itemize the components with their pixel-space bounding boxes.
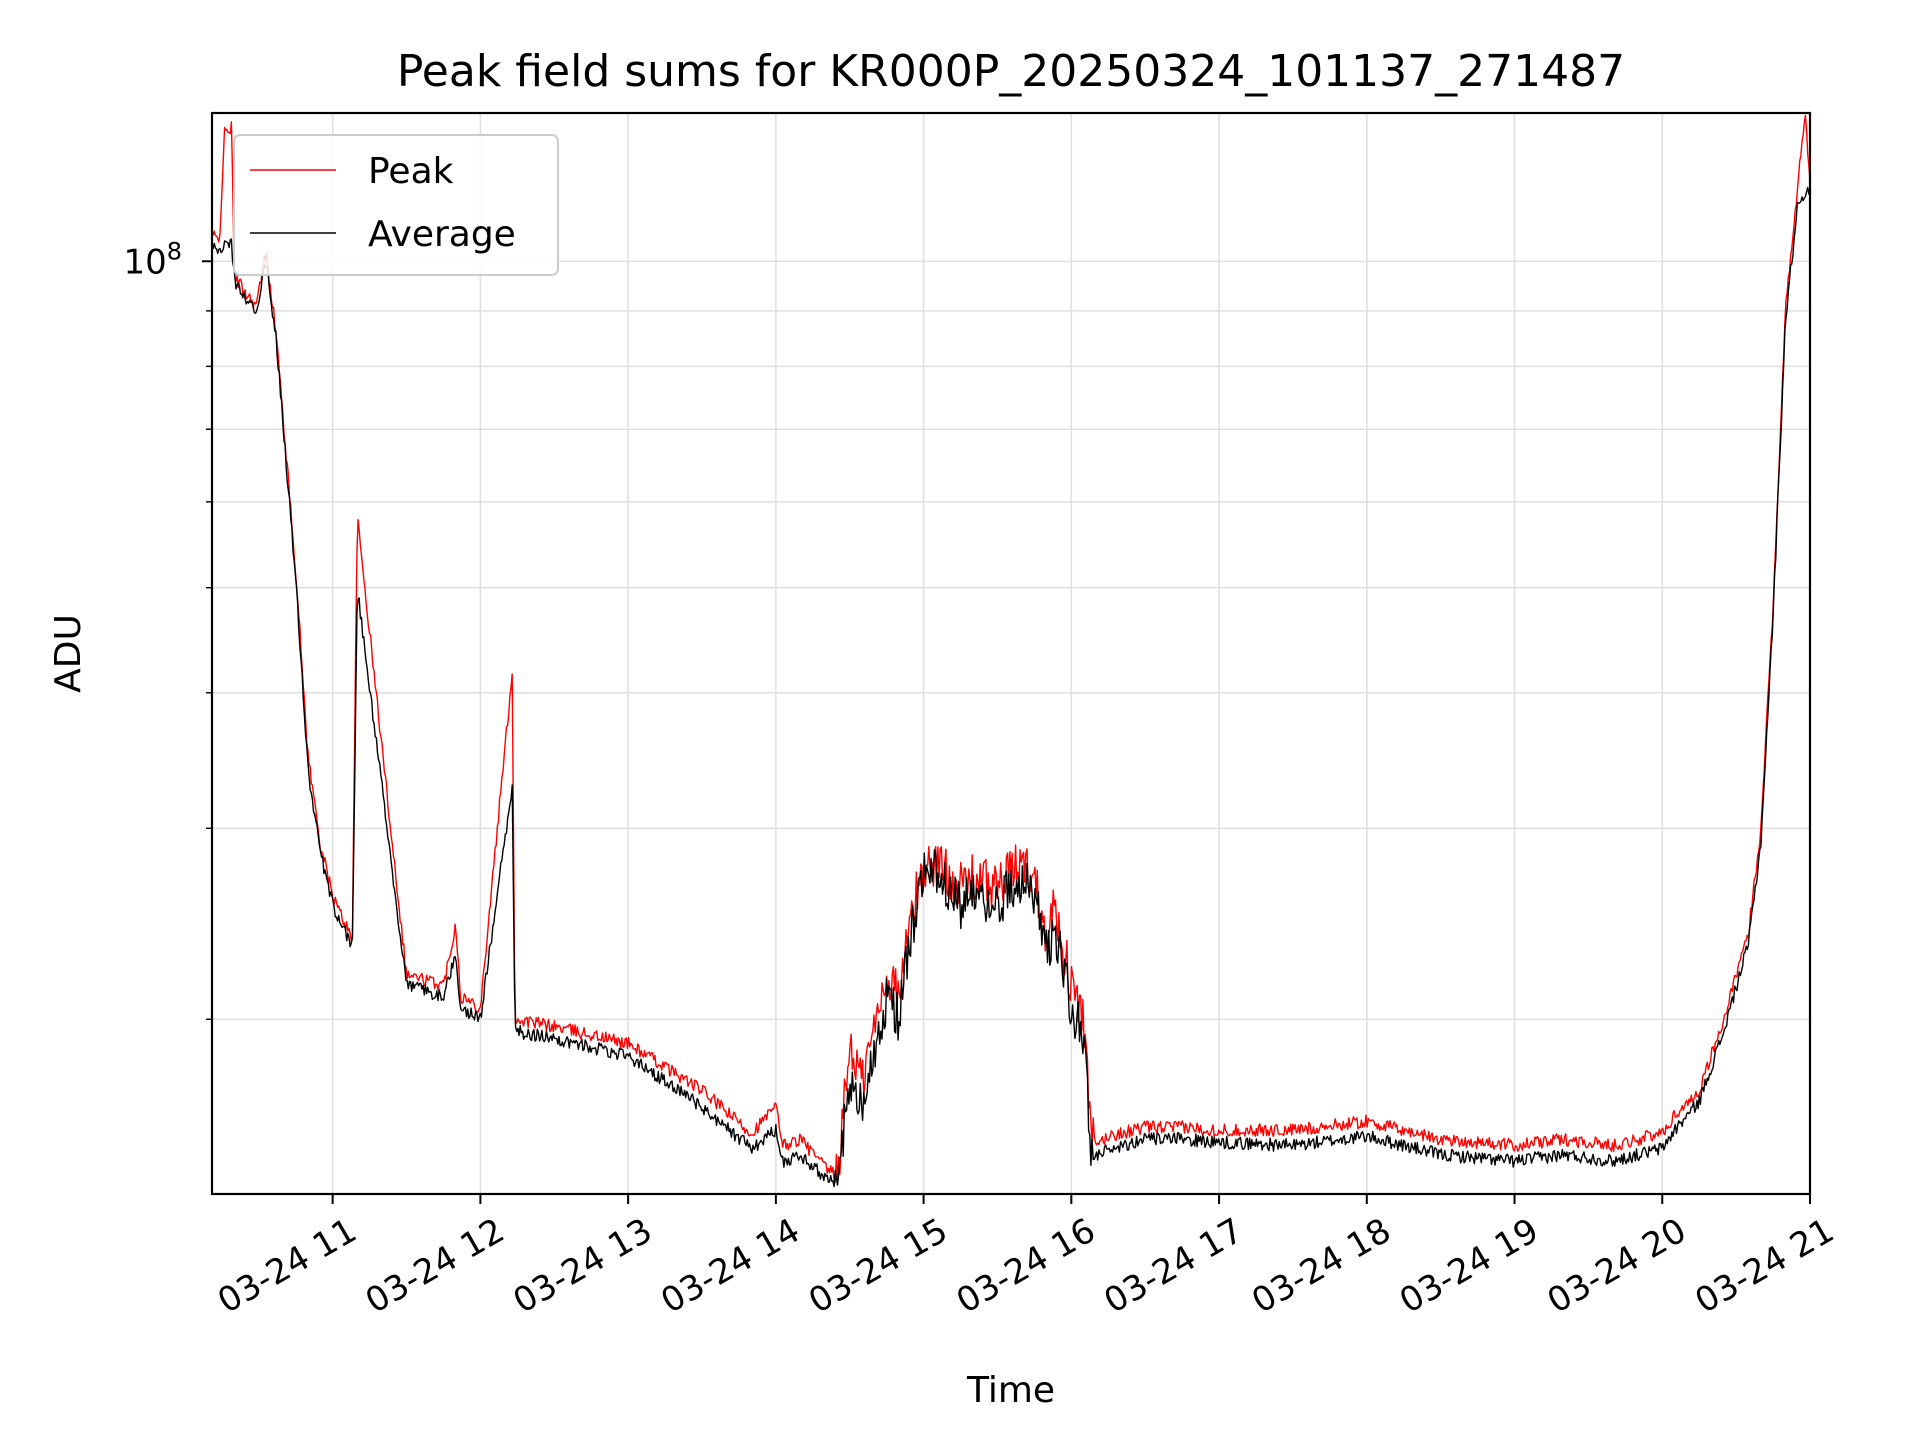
plot-frame [210, 111, 1812, 1196]
y-axis-label: ADU [48, 614, 89, 693]
y-tick-label: 108 [123, 237, 182, 282]
legend-average-label: Average [368, 214, 516, 255]
legend-peak-label: Peak [368, 151, 454, 192]
legend: Peak Average [233, 134, 559, 276]
chart-title: Peak field sums for KR000P_20250324_1011… [397, 46, 1625, 97]
average-series-line [212, 186, 1810, 1188]
x-axis-label: Time [966, 1370, 1055, 1411]
series-lines [212, 114, 1810, 1188]
